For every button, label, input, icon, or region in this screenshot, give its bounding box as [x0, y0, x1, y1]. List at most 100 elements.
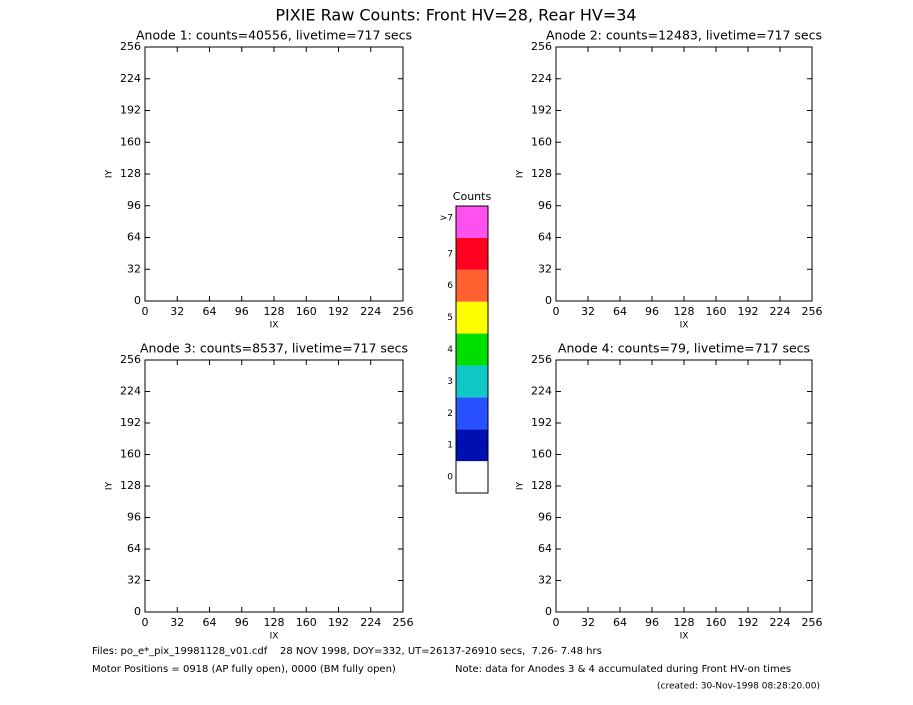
y-tick-label: 224: [531, 385, 552, 398]
y-axis-label: IY: [516, 481, 526, 490]
footer-files: Files: po_e*_pix_19981128_v01.cdf 28 NOV…: [92, 646, 602, 657]
footer-note: Note: data for Anodes 3 & 4 accumulated …: [455, 664, 791, 675]
y-tick-label: 160: [531, 448, 552, 461]
y-tick-label: 192: [531, 416, 552, 429]
plot-area: [144, 359, 404, 613]
colorbar-label: >7: [440, 213, 453, 223]
colorbar-swatch: [456, 206, 488, 238]
y-tick-label: 32: [538, 574, 552, 587]
x-tick-label: 256: [802, 305, 823, 318]
y-tick-label: 0: [134, 294, 141, 307]
x-tick-label: 192: [328, 305, 349, 318]
colorbar-swatch: [456, 461, 488, 493]
footer-motor: Motor Positions = 0918 (AP fully open), …: [92, 664, 396, 675]
x-tick-label: 32: [170, 305, 184, 318]
y-tick-label: 32: [127, 574, 141, 587]
x-tick-label: 0: [142, 616, 149, 629]
colorbar-swatch: [456, 301, 488, 334]
y-tick-label: 160: [120, 448, 141, 461]
x-tick-label: 192: [328, 616, 349, 629]
x-tick-label: 128: [674, 616, 695, 629]
y-tick-label: 96: [127, 199, 141, 212]
x-tick-label: 256: [802, 616, 823, 629]
y-tick-label: 224: [531, 72, 552, 85]
footer-created: (created: 30-Nov-1998 08:28:20.00): [657, 682, 820, 692]
x-tick-label: 96: [645, 305, 659, 318]
y-tick-label: 96: [127, 511, 141, 524]
y-tick-label: 160: [120, 135, 141, 148]
colorbar-swatch: [456, 237, 488, 270]
y-tick-label: 256: [120, 353, 141, 366]
x-tick-label: 224: [360, 305, 381, 318]
x-tick-label: 160: [706, 305, 727, 318]
colorbar-swatch: [456, 333, 488, 366]
y-tick-label: 96: [538, 199, 552, 212]
y-tick-label: 192: [120, 416, 141, 429]
x-tick-label: 224: [770, 616, 791, 629]
plot-area: [144, 46, 404, 302]
x-tick-label: 0: [142, 305, 149, 318]
colorbar-swatch: [456, 269, 488, 302]
colorbar-frame: [455, 205, 489, 494]
panel-title: Anode 1: counts=40556, livetime=717 secs: [136, 28, 412, 43]
panel-title: Anode 4: counts=79, livetime=717 secs: [558, 341, 810, 356]
x-tick-label: 64: [203, 305, 217, 318]
colorbar-swatch: [456, 429, 488, 462]
panel-title: Anode 3: counts=8537, livetime=717 secs: [140, 341, 408, 356]
x-tick-label: 32: [581, 616, 595, 629]
panel-title: Anode 2: counts=12483, livetime=717 secs: [546, 28, 822, 43]
x-tick-label: 96: [235, 305, 249, 318]
colorbar-title: Counts: [453, 190, 492, 203]
colorbar-label: 3: [447, 377, 453, 387]
colorbar-label: 6: [447, 281, 453, 291]
y-tick-label: 160: [531, 135, 552, 148]
x-tick-label: 192: [738, 305, 759, 318]
y-tick-label: 64: [127, 231, 141, 244]
colorbar-swatch: [456, 397, 488, 430]
colorbar-label: 4: [447, 345, 453, 355]
y-tick-label: 0: [545, 294, 552, 307]
x-tick-label: 128: [264, 616, 285, 629]
y-tick-label: 256: [531, 40, 552, 53]
x-tick-label: 32: [581, 305, 595, 318]
x-tick-label: 96: [645, 616, 659, 629]
y-tick-label: 256: [531, 353, 552, 366]
y-tick-label: 96: [538, 511, 552, 524]
x-tick-label: 64: [613, 616, 627, 629]
x-tick-label: 128: [264, 305, 285, 318]
y-tick-label: 64: [127, 542, 141, 555]
colorbar-swatch: [456, 365, 488, 398]
x-tick-label: 64: [613, 305, 627, 318]
x-axis-label: IX: [270, 632, 279, 642]
x-tick-label: 224: [770, 305, 791, 318]
x-tick-label: 32: [170, 616, 184, 629]
y-axis-label: IY: [105, 169, 115, 178]
x-tick-label: 64: [203, 616, 217, 629]
y-tick-label: 64: [538, 231, 552, 244]
x-tick-label: 192: [738, 616, 759, 629]
page-title: PIXIE Raw Counts: Front HV=28, Rear HV=3…: [275, 6, 636, 25]
y-tick-label: 224: [120, 72, 141, 85]
x-tick-label: 160: [706, 616, 727, 629]
colorbar-label: 0: [447, 473, 453, 483]
x-axis-label: IX: [270, 321, 279, 331]
y-tick-label: 128: [120, 167, 141, 180]
y-tick-label: 224: [120, 385, 141, 398]
colorbar-label: 5: [447, 313, 453, 323]
y-tick-label: 128: [531, 167, 552, 180]
x-axis-label: IX: [680, 632, 689, 642]
colorbar-label: 7: [447, 249, 453, 259]
x-tick-label: 256: [393, 616, 414, 629]
x-tick-label: 256: [393, 305, 414, 318]
x-tick-label: 160: [296, 305, 317, 318]
x-tick-label: 224: [360, 616, 381, 629]
x-tick-label: 96: [235, 616, 249, 629]
y-tick-label: 256: [120, 40, 141, 53]
x-tick-label: 160: [296, 616, 317, 629]
y-tick-label: 128: [120, 479, 141, 492]
colorbar-label: 1: [447, 441, 453, 451]
x-tick-label: 128: [674, 305, 695, 318]
y-axis-label: IY: [105, 481, 115, 490]
x-axis-label: IX: [680, 321, 689, 331]
